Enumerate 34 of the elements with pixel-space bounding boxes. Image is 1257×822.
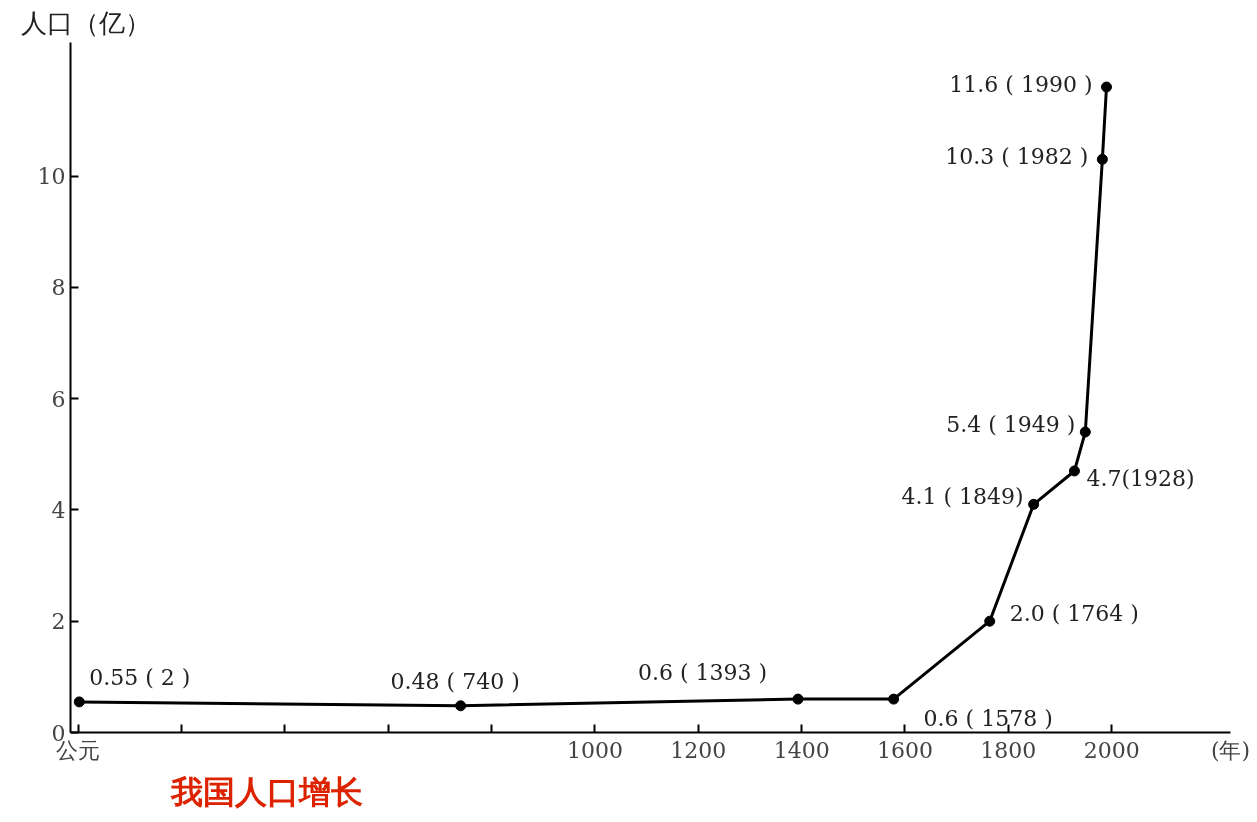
data-label: 0.55 ( 2 ): [89, 664, 191, 690]
data-label: 0.6 ( 1578 ): [923, 706, 1053, 732]
y-axis-title: 人口（亿）: [20, 7, 151, 38]
x-tick-label: 1600: [876, 737, 933, 763]
data-label: 11.6 ( 1990 ): [949, 72, 1093, 98]
point: [1068, 465, 1080, 477]
point: [73, 696, 85, 708]
x-tick-label: 1200: [670, 737, 727, 763]
data-label: 0.48 ( 740 ): [390, 668, 520, 694]
point: [455, 700, 467, 712]
x-tick-label: 1800: [980, 737, 1037, 763]
y-tick-label: 10: [37, 164, 66, 190]
data-label: 10.3 ( 1982 ): [945, 144, 1089, 170]
text: 我国人口增长: [169, 772, 363, 811]
y-tick-label: 4: [51, 497, 66, 523]
y-tick-label: 6: [51, 386, 66, 412]
point: [888, 693, 900, 705]
data-label: 0.6 ( 1393 ): [638, 660, 768, 686]
x-tick-label: 1000: [566, 737, 623, 763]
y-tick-label: 2: [51, 609, 66, 635]
x-tick-label: 2000: [1083, 737, 1140, 763]
point: [1079, 426, 1091, 438]
data-label: 4.1 ( 1849): [901, 484, 1024, 510]
point: [1096, 153, 1108, 165]
data-label: 5.4 ( 1949 ): [946, 412, 1076, 438]
point: [984, 615, 996, 627]
data-label: 4.7(1928): [1086, 465, 1195, 491]
x-axis-title: (年): [1210, 737, 1251, 763]
data-label: 2.0 ( 1764 ): [1009, 601, 1139, 627]
point: [792, 693, 804, 705]
point: [1100, 81, 1112, 93]
point: [1028, 498, 1040, 510]
y-tick-label: 8: [51, 275, 66, 301]
x-tick-label: 1400: [773, 737, 830, 763]
